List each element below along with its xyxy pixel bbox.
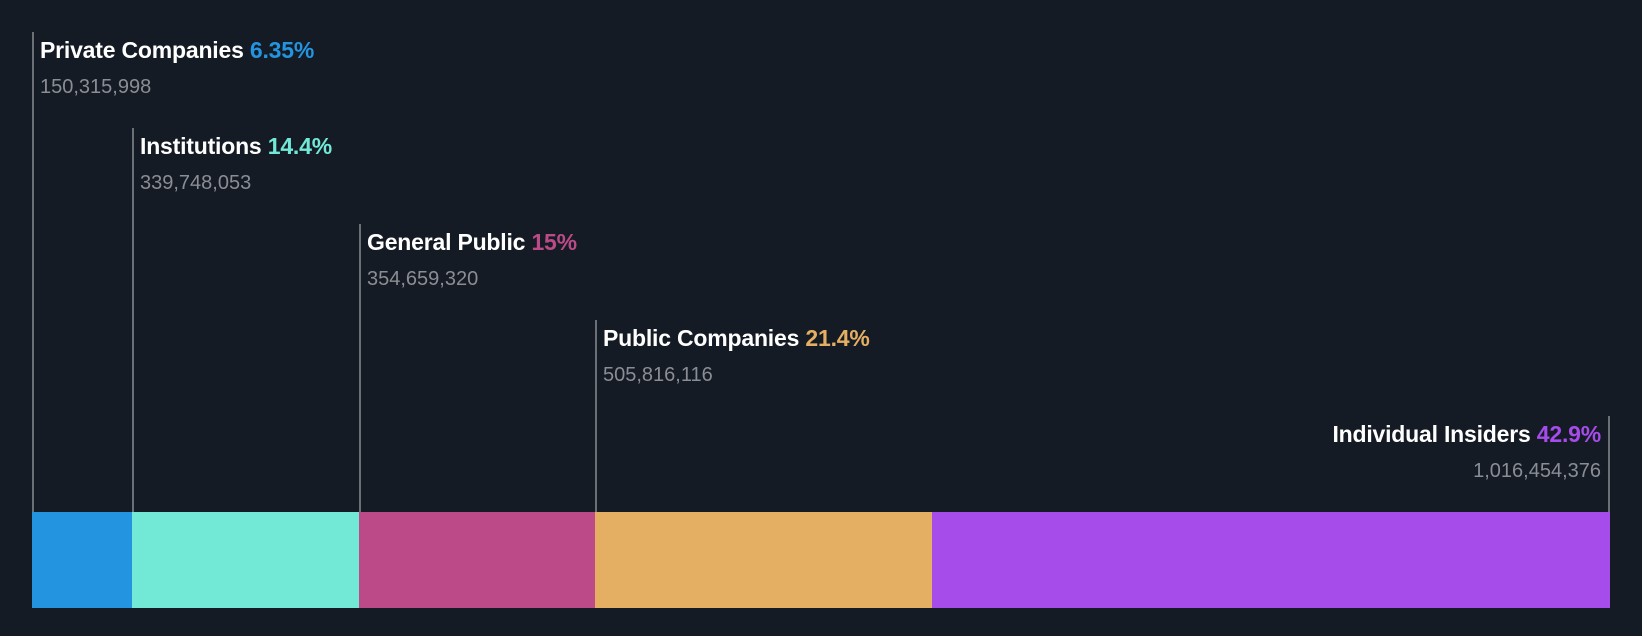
segment-shares: 354,659,320 — [367, 268, 479, 290]
label-institutions: Institutions 14.4% 339,748,053 — [140, 132, 332, 196]
segment-percentage: 15% — [531, 229, 577, 255]
segment-percentage: 6.35% — [249, 37, 315, 63]
segment-private-companies[interactable] — [32, 512, 132, 608]
label-individual-insiders: Individual Insiders 42.9% 1,016,454,376 — [1332, 420, 1601, 484]
segment-name: General Public — [367, 229, 526, 255]
segment-percentage: 21.4% — [805, 325, 870, 351]
segment-individual-insiders[interactable] — [932, 512, 1610, 608]
leader-line-individual-insiders — [1608, 416, 1610, 512]
segment-general-public[interactable] — [359, 512, 595, 608]
label-public-companies: Public Companies 21.4% 505,816,116 — [603, 324, 870, 388]
label-general-public: General Public 15% 354,659,320 — [367, 228, 577, 292]
segment-percentage: 42.9% — [1536, 421, 1601, 447]
leader-line-general-public — [359, 224, 361, 512]
segment-institutions[interactable] — [132, 512, 359, 608]
segment-name: Institutions — [140, 133, 262, 159]
segment-shares: 339,748,053 — [140, 172, 252, 194]
segment-percentage: 14.4% — [267, 133, 332, 159]
segment-name: Individual Insiders — [1332, 421, 1531, 447]
segment-name: Public Companies — [603, 325, 800, 351]
segment-shares: 505,816,116 — [603, 364, 713, 386]
leader-line-institutions — [132, 128, 134, 512]
segment-name: Private Companies — [40, 37, 244, 63]
segment-shares: 1,016,454,376 — [1473, 460, 1601, 482]
segment-public-companies[interactable] — [595, 512, 932, 608]
segment-shares: 150,315,998 — [40, 76, 152, 98]
leader-line-private-companies — [32, 32, 34, 512]
label-private-companies: Private Companies 6.35% 150,315,998 — [40, 36, 314, 100]
leader-line-public-companies — [595, 320, 597, 512]
